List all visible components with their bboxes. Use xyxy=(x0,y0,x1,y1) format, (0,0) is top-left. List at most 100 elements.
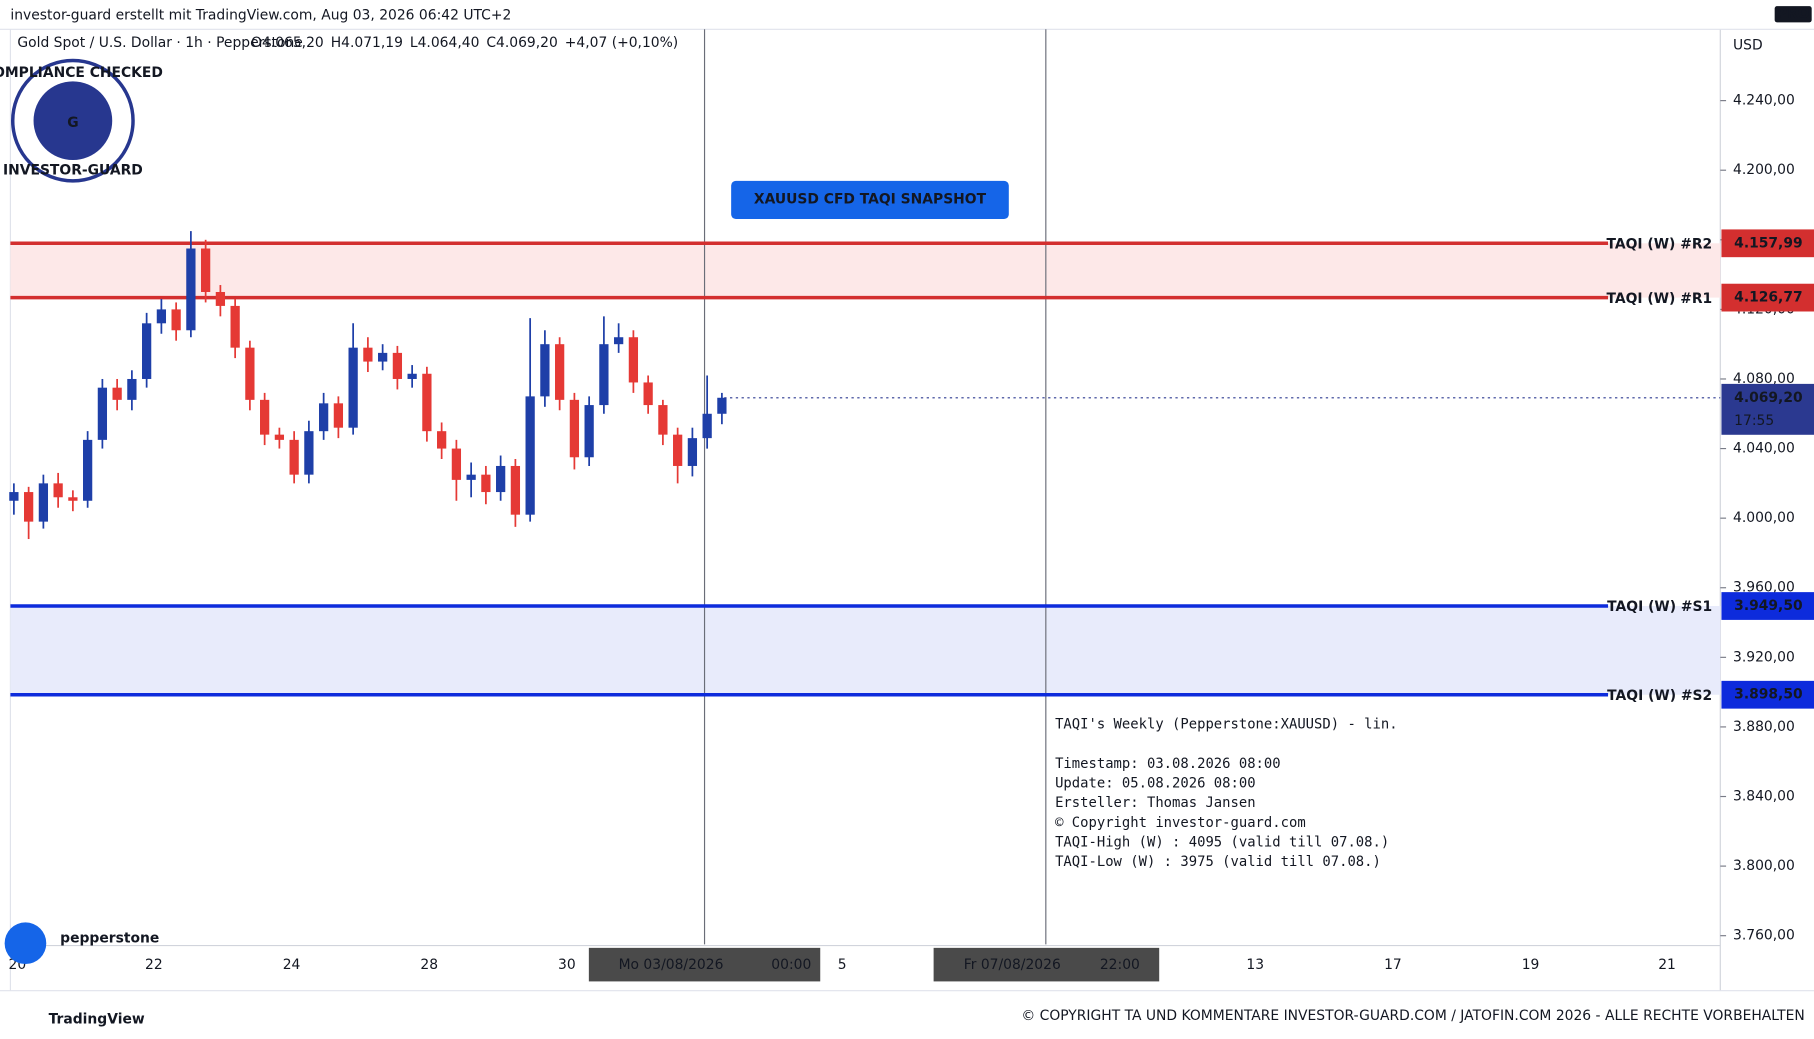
candle-body xyxy=(717,397,727,414)
price-tag xyxy=(1721,283,1814,312)
time-marker-tag xyxy=(933,947,1160,982)
level-name: TAQI (W) #S2 xyxy=(1607,688,1712,704)
note-line: TAQI's Weekly (Pepperstone:XAUUSD) - lin… xyxy=(1055,717,1398,733)
resistance-zone xyxy=(10,243,1721,298)
y-tick-label: 4.040,00 xyxy=(1733,441,1795,457)
last-price: 4.069,20 xyxy=(1734,390,1802,406)
note-line: Ersteller: Thomas Jansen xyxy=(1055,795,1255,811)
candle-body xyxy=(112,387,122,400)
x-tick-label: 24 xyxy=(283,957,301,973)
candle-body xyxy=(378,352,388,362)
candle-body xyxy=(643,382,653,406)
candle-body xyxy=(245,347,255,400)
support-zone xyxy=(10,606,1721,695)
candle-body xyxy=(348,347,358,428)
ohlc-value: C4.069,20 xyxy=(486,35,557,51)
y-tick-label: 3.960,00 xyxy=(1733,580,1795,596)
currency-label: USD xyxy=(1733,37,1763,53)
candle-body xyxy=(687,438,698,466)
candle-body xyxy=(481,474,491,493)
candle-body xyxy=(496,465,506,493)
header: investor-guard erstellt mit TradingView.… xyxy=(10,7,511,23)
broker-logo: pepperstone xyxy=(60,931,159,947)
candle-body xyxy=(569,399,580,458)
seal-text: COMPLIANCE CHECKED xyxy=(0,65,163,81)
y-tick-label: 4.200,00 xyxy=(1733,162,1795,178)
price-tag xyxy=(1721,383,1814,435)
y-tick-label: 4.000,00 xyxy=(1733,510,1795,526)
candle-body xyxy=(24,492,34,522)
time-marker-label: Fr 07/08/2026 xyxy=(964,957,1061,973)
candle-body xyxy=(156,309,167,324)
y-tick-label: 4.240,00 xyxy=(1733,93,1795,109)
candle-body xyxy=(38,483,49,522)
time-marker-label: 00:00 xyxy=(771,957,811,973)
candle-body xyxy=(97,387,108,440)
x-tick-label: 21 xyxy=(1658,957,1676,973)
candle-body xyxy=(215,291,226,306)
ohlc-value: L4.064,40 xyxy=(410,35,480,51)
platform-logo: TradingView xyxy=(49,1012,145,1028)
y-tick-label: 3.840,00 xyxy=(1733,789,1795,805)
candle-body xyxy=(333,403,344,428)
x-tick-label: 19 xyxy=(1522,957,1540,973)
candle-body xyxy=(319,403,329,432)
candle-body xyxy=(702,413,712,439)
candle-body xyxy=(407,373,417,379)
candle-body xyxy=(363,347,373,362)
level-price: 4.126,77 xyxy=(1734,290,1802,306)
level-name: TAQI (W) #R1 xyxy=(1606,291,1712,307)
candle-body xyxy=(260,399,270,435)
price-tag xyxy=(1721,229,1814,258)
note-line: Update: 05.08.2026 08:00 xyxy=(1055,776,1255,792)
symbol: Gold Spot / U.S. Dollar · 1h · Peppersto… xyxy=(17,35,302,51)
level-price: 3.949,50 xyxy=(1734,598,1802,614)
candle-body xyxy=(584,405,594,458)
candle-body xyxy=(555,344,565,400)
y-tick-label: 4.080,00 xyxy=(1733,371,1795,387)
candle-body xyxy=(437,431,447,449)
y-tick-label: 3.880,00 xyxy=(1733,719,1795,735)
candle-body xyxy=(658,405,668,435)
candle-body xyxy=(392,352,403,379)
plan: PRO xyxy=(1777,6,1810,22)
countdown: 17:55 xyxy=(1734,413,1774,429)
level-price: 4.157,99 xyxy=(1734,235,1802,251)
x-tick-label: 5 xyxy=(838,957,847,973)
price-tag xyxy=(1721,680,1814,709)
candle-body xyxy=(53,483,63,498)
candle-body xyxy=(422,373,432,432)
level-name: TAQI (W) #R2 xyxy=(1606,236,1712,252)
note-line: Timestamp: 03.08.2026 08:00 xyxy=(1055,756,1281,772)
ohlc-value: H4.071,19 xyxy=(331,35,403,51)
broker-icon xyxy=(4,922,47,965)
time-marker-label: 22:00 xyxy=(1100,957,1140,973)
candle-body xyxy=(673,434,683,466)
candle-body xyxy=(614,337,624,345)
candle-body xyxy=(274,434,285,440)
candle-body xyxy=(230,305,240,348)
x-tick-label: 13 xyxy=(1246,957,1264,973)
candle-body xyxy=(466,474,476,480)
seal-text: G xyxy=(67,115,78,131)
ohlc-value: O4.065,20 xyxy=(251,35,324,51)
price-tag xyxy=(1721,592,1814,620)
candle-body xyxy=(142,323,152,379)
note-line: TAQI-Low (W) : 3975 (valid till 07.08.) xyxy=(1055,854,1381,870)
candle-body xyxy=(171,309,181,331)
level-name: TAQI (W) #S1 xyxy=(1607,599,1712,615)
seal xyxy=(33,81,113,161)
x-tick-label: 28 xyxy=(420,957,438,973)
snapshot-label: XAUUSD CFD TAQI SNAPSHOT xyxy=(754,191,987,207)
candle-body xyxy=(83,439,93,501)
level-price: 3.898,50 xyxy=(1734,687,1802,703)
ohlc-value: +4,07 (+0,10%) xyxy=(565,35,678,51)
candle-body xyxy=(451,448,462,480)
candle-body xyxy=(304,431,314,475)
seal-text: INVESTOR-GUARD xyxy=(3,162,143,178)
candle-body xyxy=(9,492,19,501)
y-tick-label: 3.800,00 xyxy=(1733,858,1795,874)
plan-logo xyxy=(1774,6,1812,23)
